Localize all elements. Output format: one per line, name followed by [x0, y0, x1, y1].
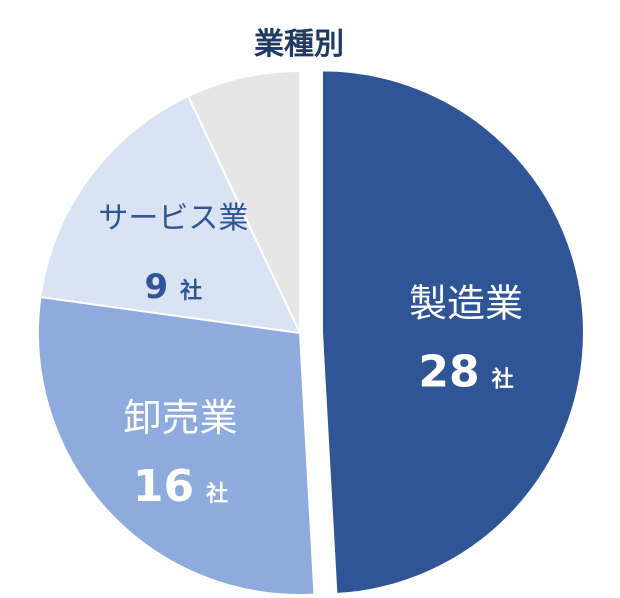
- pie-slice-2: [37, 295, 316, 596]
- slice-category-label: サービス業: [98, 201, 248, 236]
- slice-category-label: 卸売業: [123, 396, 237, 440]
- pie-slice-1: [320, 69, 585, 596]
- pie-slice-3: [39, 94, 302, 335]
- chart-title: 業種別: [254, 27, 344, 62]
- pie-slice-4: [186, 69, 301, 334]
- slice-value-label: 28 社: [418, 346, 513, 397]
- slice-category-label: 製造業: [409, 281, 523, 325]
- slice-value-label: 16 社: [133, 461, 228, 512]
